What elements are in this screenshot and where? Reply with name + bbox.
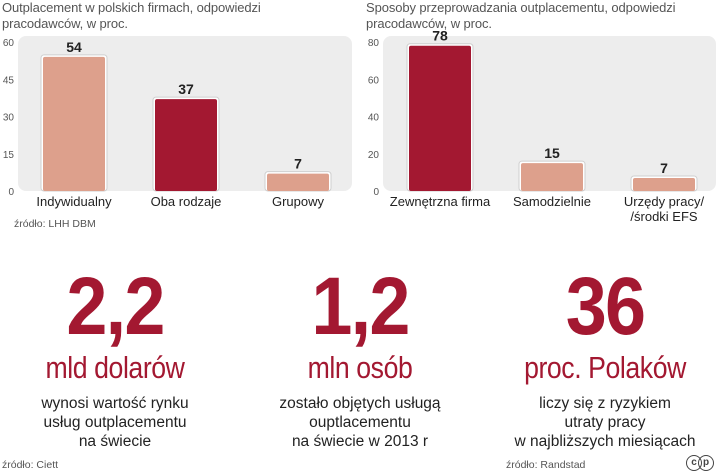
- stat-2-unit: mln osób: [307, 350, 413, 385]
- category-label: /środki EFS: [630, 209, 698, 224]
- chart-1-source: źródło: LHH DBM: [14, 218, 96, 230]
- y-tick-label: 80: [368, 38, 380, 49]
- chart-2-title: Sposoby przeprowadzania outplacementu, o…: [366, 0, 676, 31]
- stat-3-value: 36: [565, 261, 646, 352]
- stat-1-desc-line: na świecie: [78, 433, 152, 450]
- stat-1-desc-line: wynosi wartość rynku: [41, 395, 189, 412]
- bar: [267, 173, 329, 191]
- stat-1: 2,2 mld dolarów wynosi wartość rynku usł…: [0, 266, 230, 451]
- y-tick-label: 40: [368, 113, 380, 124]
- category-label: Urzędy pracy/: [624, 194, 705, 209]
- bar: [409, 45, 471, 191]
- bar: [155, 99, 217, 191]
- data-label: 15: [544, 145, 560, 161]
- stat-3-desc: liczy się z ryzykiem utraty pracy w najb…: [490, 394, 720, 451]
- bar: [633, 177, 695, 191]
- stat-3-desc-line: liczy się z ryzykiem: [539, 395, 671, 412]
- data-label: 7: [294, 156, 302, 172]
- stat-1-value: 2,2: [66, 261, 165, 352]
- category-label: Indywidualny: [36, 194, 112, 209]
- bar: [43, 56, 105, 192]
- stat-3: 36 proc. Polaków liczy się z ryzykiem ut…: [490, 266, 720, 451]
- stat-3-desc-line: w najbliższych miesiącach: [514, 433, 696, 450]
- bar: [521, 163, 583, 191]
- stat-1-unit: mld dolarów: [45, 350, 185, 385]
- y-tick-label: 45: [3, 75, 15, 86]
- data-label: 7: [660, 160, 668, 176]
- y-tick-label: 0: [373, 187, 379, 198]
- stat-2-desc-line: zostało objętych usługą: [279, 395, 441, 412]
- chart-1-title: Outplacement w polskich firmach, odpowie…: [2, 0, 261, 31]
- stat-2: 1,2 mln osób zostało objętych usługą oup…: [245, 266, 475, 451]
- stat-3-desc-line: utraty pracy: [564, 414, 646, 431]
- category-label: Grupowy: [272, 194, 325, 209]
- category-label: Oba rodzaje: [151, 194, 222, 209]
- stat-1-desc: wynosi wartość rynku usług outplacementu…: [0, 394, 230, 451]
- y-tick-label: 20: [368, 150, 380, 161]
- data-label: 54: [66, 39, 82, 55]
- y-tick-label: 30: [3, 113, 15, 124]
- y-tick-label: 60: [3, 38, 15, 49]
- category-label: Samodzielnie: [513, 194, 591, 209]
- y-tick-label: 0: [8, 187, 14, 198]
- charts-canvas: 0 15 30 45 60 54 Indywidualny 37 Oba rodzaje 7 Gru…: [3, 28, 716, 224]
- data-label: 78: [432, 28, 448, 44]
- stat-2-desc: zostało objętych usługą ouptlacementu na…: [245, 394, 475, 451]
- stat-2-desc-line: na świecie w 2013 r: [291, 433, 429, 450]
- data-label: 37: [178, 81, 194, 97]
- source-ciett: źródło: Ciett: [2, 459, 59, 471]
- source-randstad: źródło: Randstad: [506, 459, 586, 471]
- stat-2-value: 1,2: [311, 261, 410, 352]
- stat-1-desc-line: usług outplacementu: [43, 414, 187, 431]
- y-tick-label: 15: [3, 150, 15, 161]
- y-tick-label: 60: [368, 75, 380, 86]
- copyright-p-icon: p: [698, 455, 714, 471]
- stat-3-unit: proc. Polaków: [524, 350, 686, 385]
- stat-2-desc-line: ouptlacementu: [309, 414, 411, 431]
- category-label: Zewnętrzna firma: [390, 194, 491, 209]
